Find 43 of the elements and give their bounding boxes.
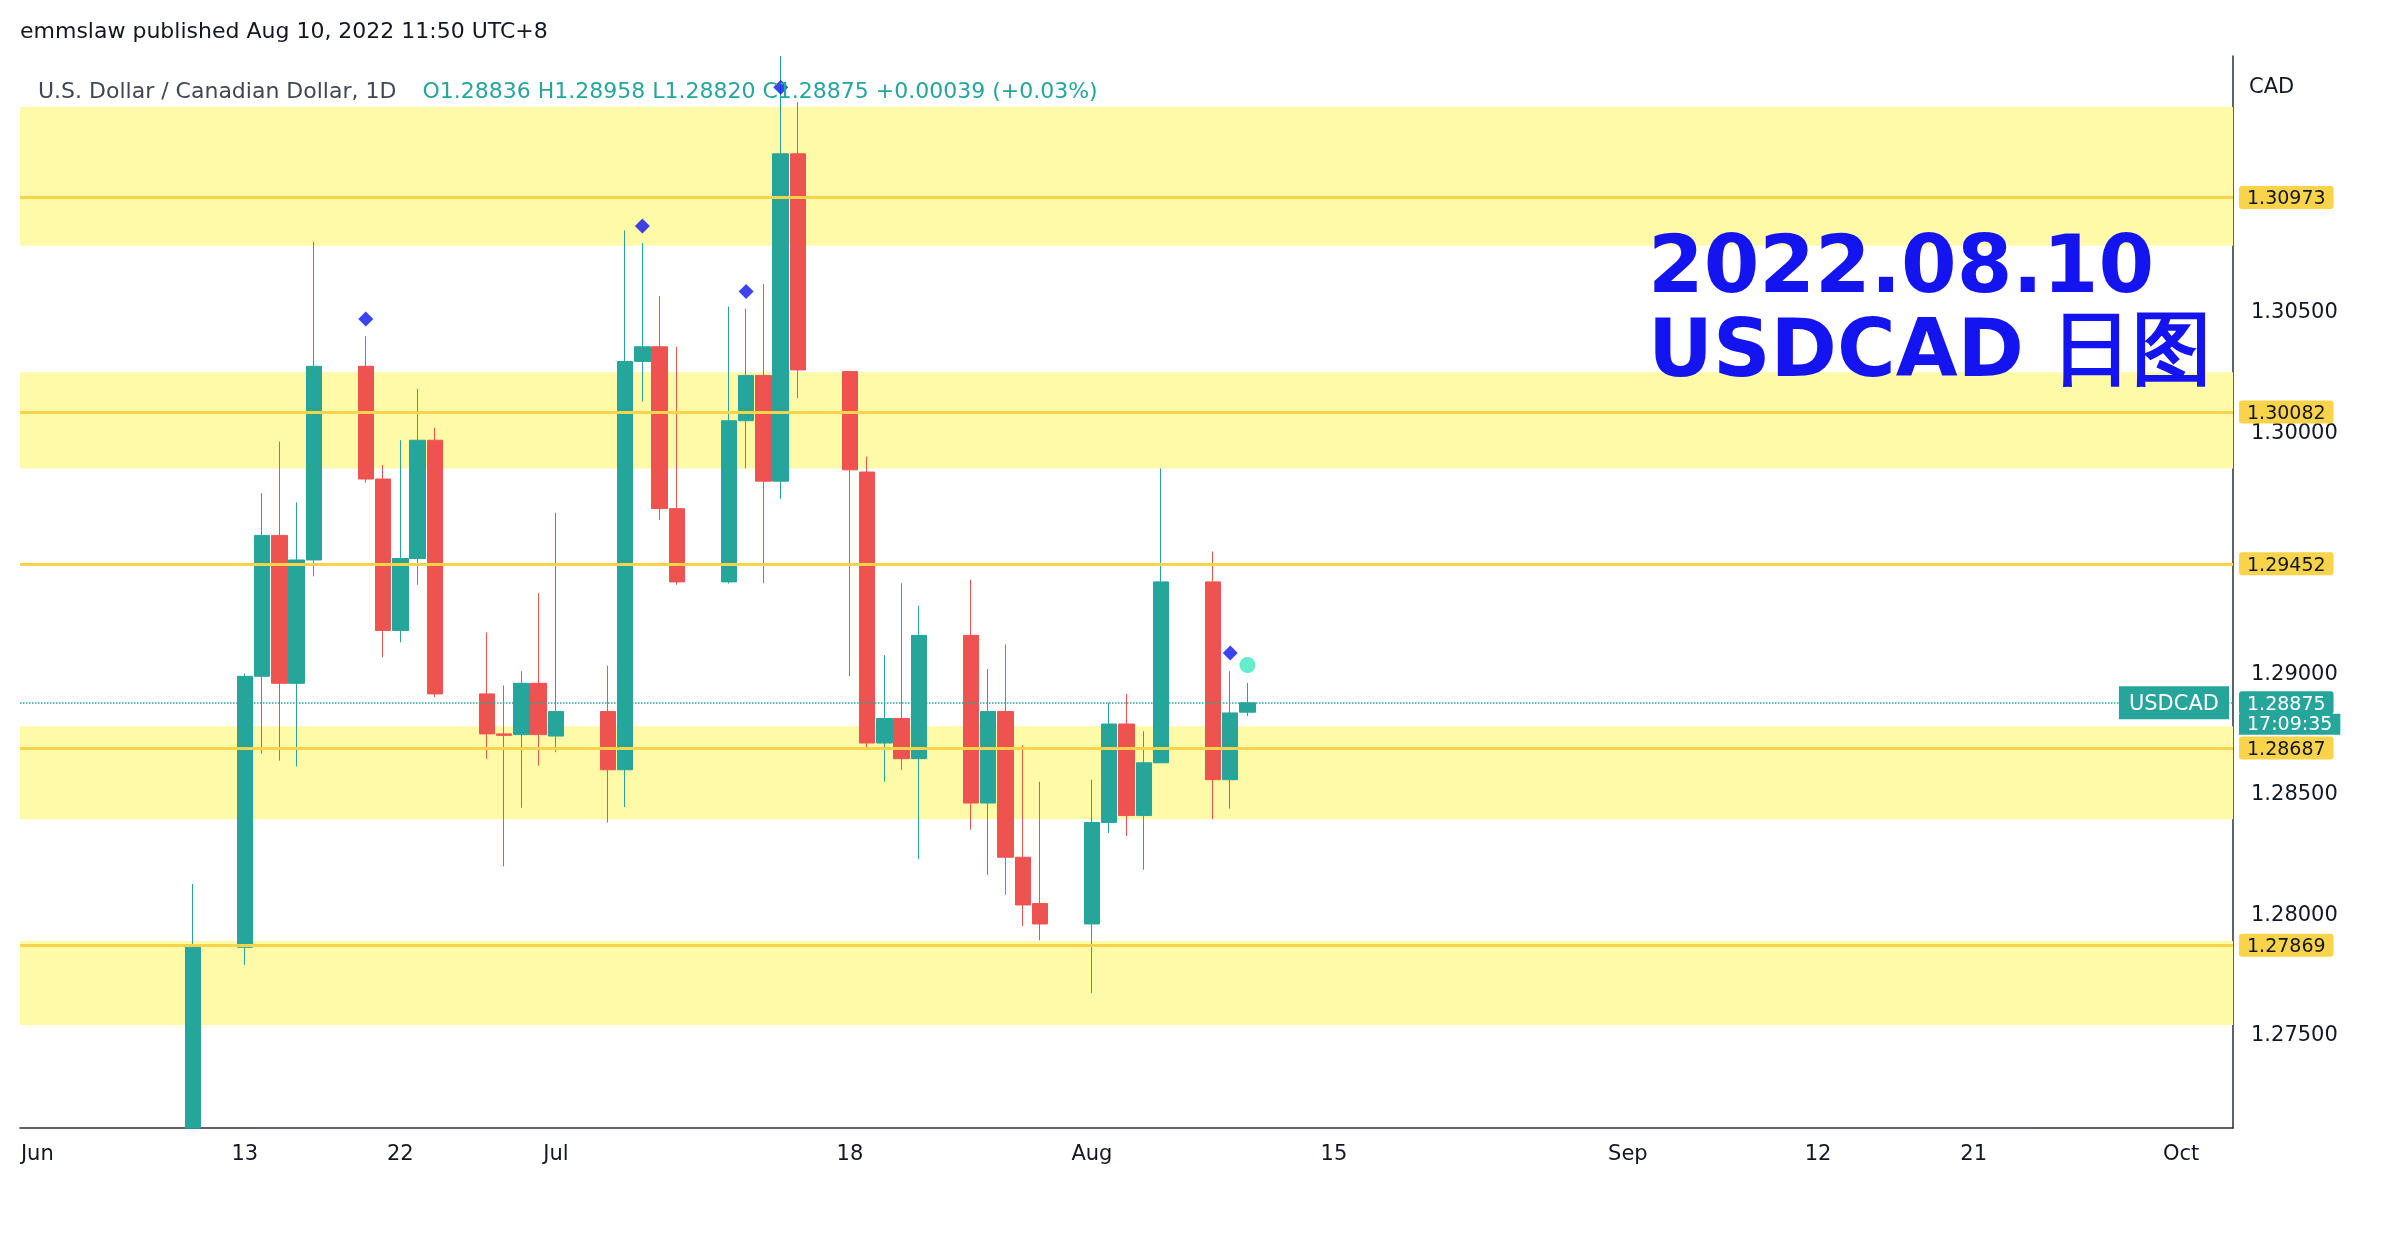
y-axis-title: CAD xyxy=(2249,73,2295,98)
ref-line-label: 1.30973 xyxy=(2247,186,2326,209)
text: emmslaw published Aug 10, 2022 11:50 UTC+8 xyxy=(20,18,548,43)
candlestick xyxy=(1118,693,1135,837)
annotation: USDCAD xyxy=(2128,690,2219,715)
point xyxy=(634,218,650,234)
point xyxy=(1222,645,1238,661)
x-tick-label: 15 xyxy=(1320,1140,1348,1165)
x-tick-label: Sep xyxy=(1608,1140,1648,1165)
candlestick xyxy=(185,883,201,1129)
annotation: U.S. Dollar / Canadian Dollar, 1D xyxy=(37,78,398,103)
point xyxy=(738,284,754,300)
x-tick-label: 22 xyxy=(386,1140,414,1165)
candlestick xyxy=(755,283,772,584)
candlestick xyxy=(893,582,910,771)
x-tick-label: 21 xyxy=(1960,1140,1988,1165)
ref-line-label: 1.28687 xyxy=(2247,737,2326,760)
ref-line-label: 1.29452 xyxy=(2247,552,2326,575)
x-tick-label: Aug xyxy=(1071,1140,1113,1165)
candlestick xyxy=(600,665,616,824)
x-tick-label: 12 xyxy=(1804,1140,1832,1165)
x-tick-label: 13 xyxy=(231,1140,259,1165)
candlestick xyxy=(842,371,858,677)
candlestick xyxy=(1205,551,1221,820)
candlestick xyxy=(530,592,547,767)
y-tick-label: 1.30500 xyxy=(2251,299,2338,324)
x-tick-label: Jul xyxy=(541,1140,569,1165)
y-tick-label: 1.28000 xyxy=(2251,901,2338,926)
candlestick xyxy=(271,441,288,762)
point xyxy=(1239,657,1256,673)
x-tick-label: Jun xyxy=(18,1140,54,1165)
x-tick-label: 18 xyxy=(836,1140,864,1165)
ref-line-label: 1.28875 xyxy=(2247,691,2326,714)
candlestick xyxy=(790,101,806,399)
text: 17:09:35 xyxy=(2247,712,2333,735)
candlestick xyxy=(963,579,979,831)
y-tick-label: 1.28500 xyxy=(2251,781,2338,806)
y-tick-label: 1.29000 xyxy=(2251,660,2338,685)
ref-line-label: 1.27869 xyxy=(2247,934,2326,957)
candlestick xyxy=(427,427,443,698)
point xyxy=(358,311,374,327)
x-tick-label: Oct xyxy=(2162,1140,2200,1165)
y-tick-label: 1.27500 xyxy=(2251,1022,2338,1047)
